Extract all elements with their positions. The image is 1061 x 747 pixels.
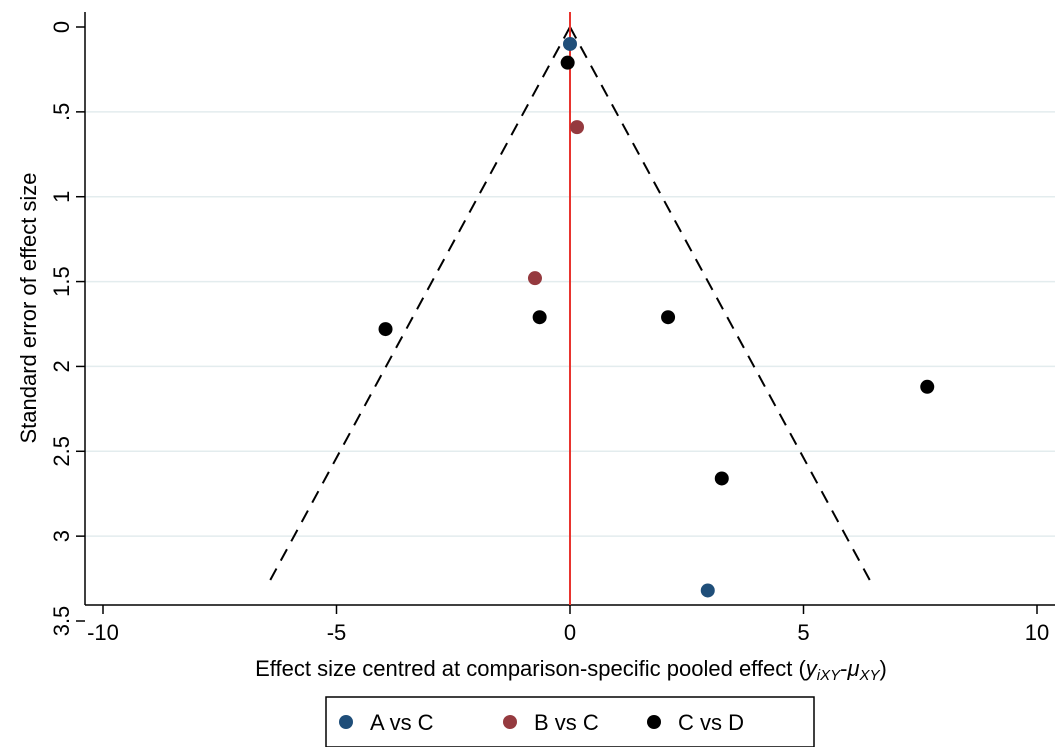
y-tick-label: 1.5: [49, 266, 74, 297]
y-tick-label: 2.5: [49, 436, 74, 467]
data-points: [378, 36, 935, 598]
legend-label: A vs C: [370, 710, 434, 735]
legend-label: C vs D: [678, 710, 744, 735]
x-tick-label: -5: [327, 620, 347, 645]
y-tick-label: 0: [49, 21, 74, 33]
y-tick-label: 3: [49, 530, 74, 542]
x-tick-label: 5: [797, 620, 809, 645]
x-tick-label: -10: [87, 620, 119, 645]
y-tick-label: 2: [49, 360, 74, 372]
data-point: [661, 310, 676, 325]
x-axis-title-dash: -: [840, 656, 847, 681]
y-tick-label: 1: [49, 191, 74, 203]
data-point: [920, 379, 935, 394]
legend: A vs C B vs C C vs D: [325, 696, 815, 747]
data-point: [700, 583, 715, 598]
legend-marker: [647, 715, 661, 729]
funnel-left-line: [265, 26, 571, 588]
y-axis-title: Standard error of effect size: [16, 172, 41, 443]
x-axis-title-y-sub: iXY: [817, 667, 841, 684]
funnel-lines: [265, 12, 875, 605]
data-point: [714, 471, 729, 486]
legend-marker: [339, 715, 353, 729]
data-point: [378, 322, 393, 337]
data-point: [570, 120, 585, 135]
data-point: [527, 271, 542, 286]
axis-titles: Standard error of effect size Effect siz…: [16, 172, 887, 684]
x-axis-title-close: ): [880, 656, 887, 681]
x-axis-title-y: y: [804, 656, 819, 681]
x-axis-title-mu-sub: XY: [859, 667, 881, 684]
axes: 0 .5 1 1.5 2 2.5 3 3.5 -10 -5 0 5 10: [49, 12, 1055, 645]
x-tick-label: 10: [1025, 620, 1049, 645]
data-point: [560, 55, 575, 70]
data-point: [532, 310, 547, 325]
x-axis-title: Effect size centred at comparison-specif…: [255, 656, 887, 684]
y-tick-label: .5: [49, 103, 74, 121]
x-axis-title-main: Effect size centred at comparison-specif…: [255, 656, 806, 681]
legend-box: [325, 696, 815, 747]
legend-label: B vs C: [534, 710, 599, 735]
data-point: [563, 36, 577, 51]
legend-marker: [503, 715, 517, 729]
x-tick-label: 0: [564, 620, 576, 645]
x-axis-title-mu: μ: [846, 656, 859, 681]
funnel-right-line: [569, 26, 875, 588]
y-tick-label: 3.5: [49, 606, 74, 637]
